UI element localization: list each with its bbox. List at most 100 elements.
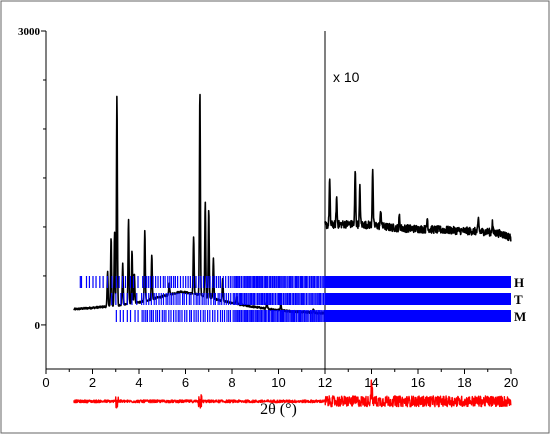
reflection-tick — [243, 293, 246, 305]
reflection-tick — [285, 310, 287, 322]
reflection-tick — [300, 276, 303, 288]
reflection-tick — [282, 293, 284, 305]
x-tick-label: 8 — [228, 375, 235, 390]
reflection-tick — [288, 276, 290, 288]
reflection-tick — [251, 276, 253, 288]
reflection-tick — [162, 276, 164, 288]
reflection-tick — [163, 310, 165, 322]
reflection-tick — [241, 310, 243, 322]
reflection-tick — [270, 293, 272, 305]
reflection-tick — [289, 276, 291, 288]
reflection-tick — [313, 293, 315, 305]
reflection-tick — [304, 293, 306, 305]
reflection-tick — [200, 276, 202, 288]
reflection-tick — [146, 276, 148, 288]
reflection-tick — [297, 310, 299, 322]
reflection-tick — [131, 293, 133, 305]
reflection-tick — [266, 310, 268, 322]
reflection-tick — [195, 293, 197, 305]
reflection-tick — [294, 293, 296, 305]
reflection-tick — [270, 276, 272, 288]
reflection-tick — [159, 276, 162, 288]
reflection-tick — [173, 310, 175, 322]
reflection-tick — [192, 276, 194, 288]
reflection-tick — [88, 276, 91, 288]
reflection-tick — [239, 276, 241, 288]
reflection-tick — [299, 293, 301, 305]
reflection-tick — [203, 293, 205, 305]
reflection-tick — [233, 276, 235, 288]
reflection-tick — [221, 310, 224, 322]
reflection-tick — [316, 276, 318, 288]
reflection-tick — [234, 310, 236, 322]
reflection-tick — [279, 293, 282, 305]
reflection-tick — [149, 276, 152, 288]
reflection-tick — [256, 276, 258, 288]
reflection-tick — [290, 310, 292, 322]
reflection-tick — [232, 293, 234, 305]
reflection-tick — [190, 293, 192, 305]
x-tick-label: 0 — [42, 375, 49, 390]
reflection-tick — [279, 276, 281, 288]
reflection-tick — [162, 293, 165, 305]
reflection-tick — [212, 310, 214, 322]
reflection-tick — [145, 293, 147, 305]
reflection-tick — [242, 310, 244, 322]
reflection-tick — [137, 276, 139, 288]
reflection-tick — [281, 310, 284, 322]
reflection-tick — [102, 276, 104, 288]
reflection-tick — [313, 310, 315, 322]
reflection-tick — [273, 276, 276, 288]
reflection-tick — [257, 293, 259, 305]
reflection-tick — [152, 276, 154, 288]
reflection-tick — [292, 293, 295, 305]
reflection-tick — [311, 293, 313, 305]
reflection-tick — [185, 293, 188, 305]
reflection-tick — [269, 293, 271, 305]
reflection-tick — [301, 276, 304, 288]
reflection-tick — [118, 276, 120, 288]
reflection-tick — [250, 293, 252, 305]
reflection-tick — [223, 293, 225, 305]
reflection-tick — [305, 293, 308, 305]
reflection-tick — [212, 276, 214, 288]
reflection-tick — [199, 293, 201, 305]
reflection-tick — [171, 293, 173, 305]
phase-label: T — [514, 292, 523, 307]
reflection-tick — [111, 293, 113, 305]
reflection-tick — [207, 310, 209, 322]
reflection-tick — [323, 310, 325, 322]
reflection-tick — [251, 310, 253, 322]
reflection-tick — [161, 310, 163, 322]
reflection-tick — [214, 276, 216, 288]
reflection-tick — [249, 293, 251, 305]
reflection-tick — [143, 293, 145, 305]
reflection-tick — [207, 276, 209, 288]
reflection-tick — [314, 310, 316, 322]
reflection-tick — [296, 310, 298, 322]
reflection-tick — [148, 293, 150, 305]
reflection-tick — [134, 310, 136, 322]
reflection-tick — [276, 276, 278, 288]
reflection-tick — [115, 310, 117, 322]
reflection-tick — [177, 310, 179, 322]
reflection-tick — [230, 293, 232, 305]
reflection-tick — [160, 293, 162, 305]
reflection-tick — [242, 276, 244, 288]
reflection-tick — [174, 276, 176, 288]
reflection-tick — [272, 276, 274, 288]
reflection-tick — [288, 310, 290, 322]
reflection-tick — [170, 310, 172, 322]
reflection-tick — [312, 310, 314, 322]
reflection-tick — [259, 276, 261, 288]
reflection-tick — [273, 293, 275, 305]
reflection-tick — [285, 276, 287, 288]
reflection-tick — [227, 293, 230, 305]
reflection-tick — [304, 310, 306, 322]
reflection-tick — [263, 293, 265, 305]
reflection-tick — [226, 310, 228, 322]
reflection-tick — [291, 276, 293, 288]
reflection-tick — [219, 310, 222, 322]
reflection-tick — [280, 293, 283, 305]
